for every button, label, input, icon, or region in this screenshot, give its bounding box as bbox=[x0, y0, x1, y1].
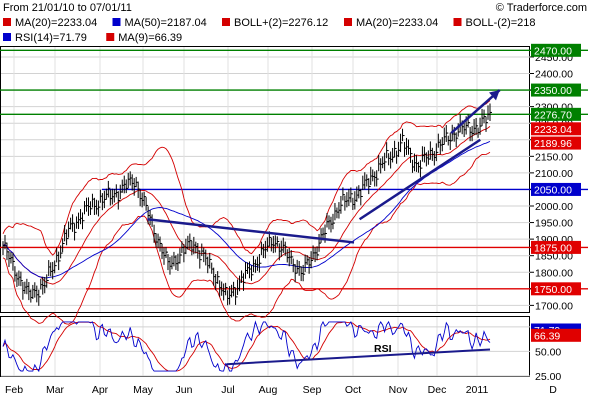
x-tick-label: Apr bbox=[92, 384, 109, 396]
legend-item-swatch bbox=[344, 18, 352, 26]
y-tick-label: 1950.00 bbox=[535, 218, 573, 230]
x-tick-label: D bbox=[549, 384, 557, 396]
x-tick-label: Mar bbox=[46, 384, 65, 396]
y-tick-label: 2150.00 bbox=[535, 151, 573, 163]
legend-item-swatch bbox=[222, 18, 230, 26]
trendlines bbox=[147, 89, 501, 244]
legend-item-label: MA(50)=2187.04 bbox=[125, 17, 207, 29]
rsi-tick-label: 25.00 bbox=[535, 371, 561, 383]
legend-item-swatch bbox=[112, 18, 121, 26]
level-tag-label: 1875.00 bbox=[534, 242, 572, 254]
y-tick-label: 2400.00 bbox=[535, 69, 573, 81]
x-tick-label: Jul bbox=[221, 384, 234, 396]
level-tag-box bbox=[531, 328, 581, 342]
x-tick-label: 2011 bbox=[466, 384, 489, 396]
x-tick-label: Oct bbox=[345, 384, 361, 396]
boll-upper-line bbox=[2, 100, 491, 256]
legend-item-label: MA(20)=2233.04 bbox=[15, 17, 97, 29]
legend-item-swatch bbox=[453, 18, 462, 26]
x-tick-label: Dec bbox=[428, 384, 447, 396]
x-tick-label: Nov bbox=[389, 384, 408, 396]
moving-averages bbox=[2, 126, 491, 285]
x-axis: Feb Mar Apr May Jun Jul Aug Sep Oct Nov Dec 2011 D bbox=[5, 384, 557, 396]
level-tag-label: 2189.96 bbox=[534, 138, 572, 150]
legend-item-label: RSI(14)=71.79 bbox=[15, 32, 87, 44]
level-tag-label: 2276.70 bbox=[534, 109, 572, 121]
y-tick-label: 1800.00 bbox=[535, 267, 573, 279]
legend-item-swatch bbox=[106, 33, 115, 41]
legend-row-2: RSI(14)=71.79 MA(9)=66.39 bbox=[3, 32, 182, 44]
legend-item-label: MA(20)=2233.04 bbox=[356, 17, 438, 29]
level-tag-box bbox=[531, 240, 581, 254]
level-tag-label: 2050.00 bbox=[534, 184, 572, 196]
level-tag-label: 2233.04 bbox=[534, 124, 572, 136]
y-tick-label: 2000.00 bbox=[535, 201, 573, 213]
level-tag-box bbox=[531, 136, 581, 150]
copyright-notice: © Traderforce.com bbox=[496, 2, 587, 14]
level-tag-box bbox=[531, 122, 581, 136]
rsi-line bbox=[2, 320, 491, 373]
level-tags: 2470.00 2350.00 2276.70 2233.04 2189.96 2050.… bbox=[531, 43, 581, 342]
rsi-tick-label: 50.00 bbox=[535, 346, 561, 358]
rsi-grid bbox=[1, 317, 530, 377]
y-tick-label: 2100.00 bbox=[535, 168, 573, 180]
trendline-arrowhead bbox=[488, 90, 500, 101]
legend-item-label: MA(9)=66.39 bbox=[118, 32, 182, 44]
rsi-lines bbox=[2, 320, 491, 373]
x-tick-label: Sep bbox=[303, 384, 322, 396]
level-tag-box bbox=[531, 182, 581, 196]
legend-item-label: BOLL+(2)=2276.12 bbox=[234, 17, 328, 29]
boll-lower-line bbox=[2, 151, 491, 325]
legend-item-label: BOLL-(2)=218 bbox=[466, 17, 536, 29]
level-tag-box bbox=[531, 107, 581, 121]
ma20-line bbox=[2, 126, 491, 285]
x-tick-label: May bbox=[133, 384, 154, 396]
level-tag-label: 1750.00 bbox=[534, 284, 572, 296]
x-tick-label: Feb bbox=[5, 384, 23, 396]
price-panel-frame bbox=[0, 46, 530, 313]
price-bars bbox=[2, 103, 492, 306]
level-tag-label: 2470.00 bbox=[534, 45, 572, 57]
level-tag-box bbox=[531, 83, 581, 97]
legend-item-swatch bbox=[3, 33, 11, 41]
bollinger-bands bbox=[2, 100, 491, 325]
x-tick-label: Jun bbox=[176, 384, 193, 396]
y-tick-label: 1700.00 bbox=[535, 300, 573, 312]
rsi-support-line bbox=[226, 348, 491, 366]
ma50-line bbox=[2, 140, 491, 279]
legend-row-1: MA(20)=2233.04 MA(50)=2187.04 BOLL+(2)=227… bbox=[3, 17, 536, 29]
rsi-annotation: RSI bbox=[374, 343, 392, 355]
trendline bbox=[147, 218, 355, 244]
level-tag-label: 66.39 bbox=[534, 330, 560, 342]
level-tag-box bbox=[531, 43, 581, 57]
trendline bbox=[450, 89, 501, 135]
trendline bbox=[358, 138, 481, 221]
level-tag-box bbox=[531, 282, 581, 296]
level-tag-label: 2350.00 bbox=[534, 85, 572, 97]
x-tick-label: Aug bbox=[259, 384, 278, 396]
legend-item-swatch bbox=[3, 18, 11, 26]
date-range-title: From 21/01/10 to 07/01/11 bbox=[3, 2, 132, 14]
